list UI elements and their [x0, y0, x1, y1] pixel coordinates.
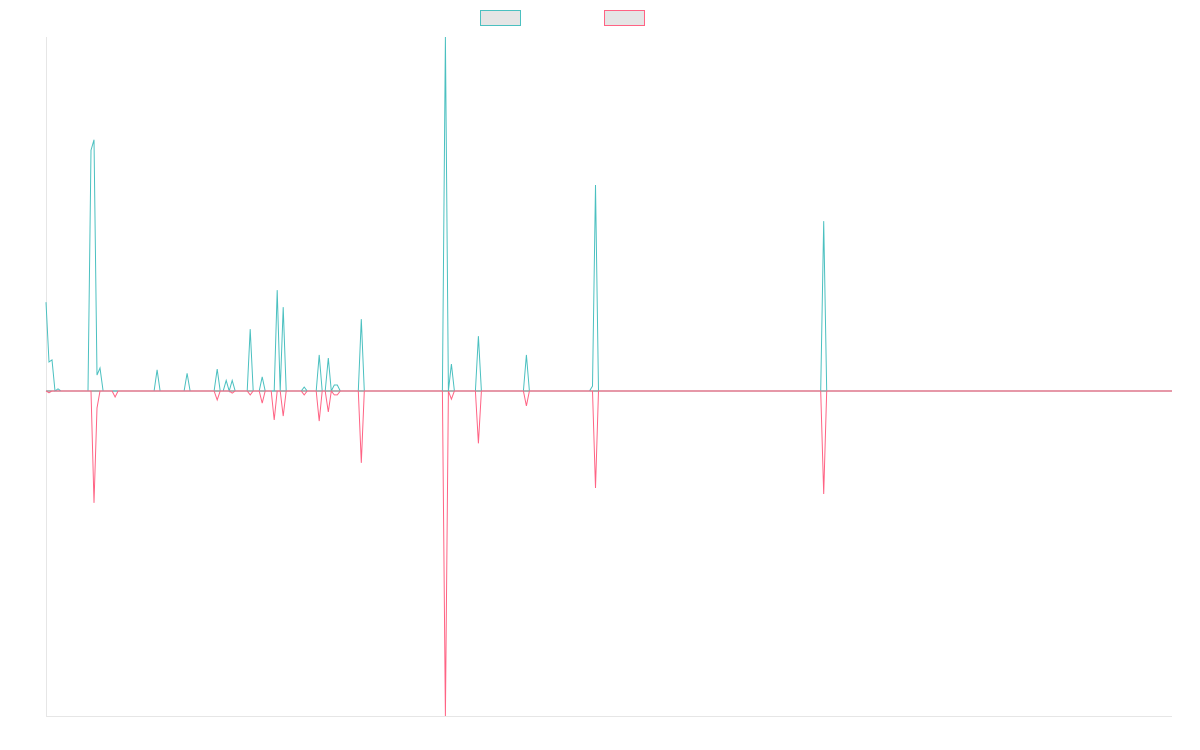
series-line-1 [45, 389, 1172, 717]
series-line-0 [45, 36, 1172, 393]
legend-swatch-1[interactable] [604, 10, 645, 26]
legend-swatch-0[interactable] [480, 10, 521, 26]
legend [480, 10, 645, 26]
